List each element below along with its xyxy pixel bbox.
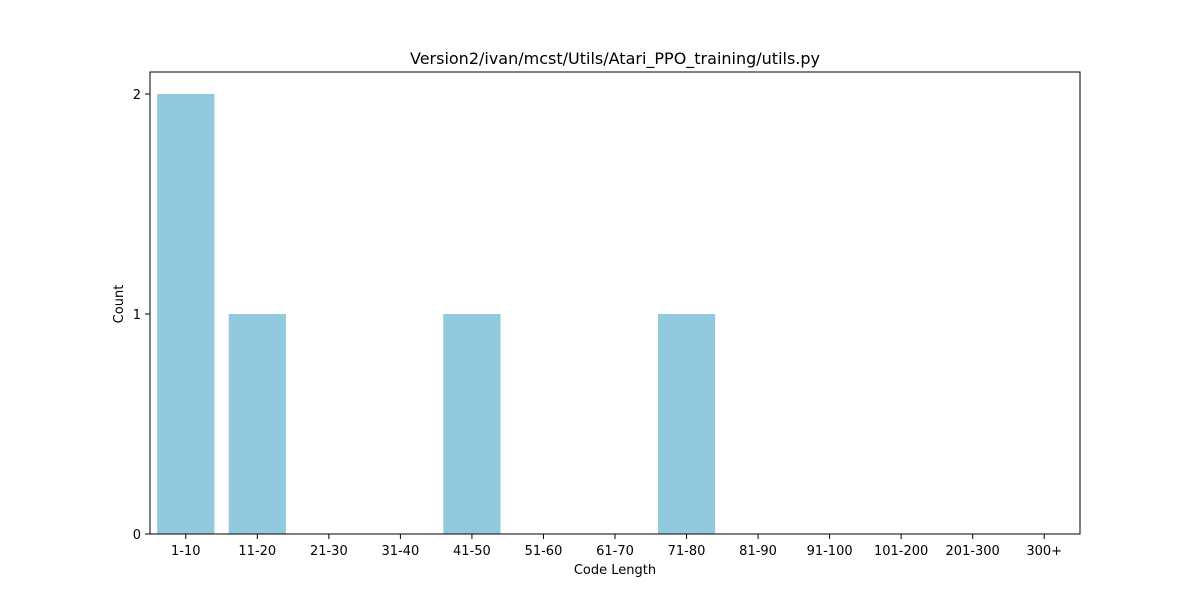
x-tick-label: 101-200 (874, 544, 928, 559)
x-tick-label: 51-60 (525, 544, 563, 559)
y-axis-ticks: 0 1 2 (133, 88, 150, 543)
x-tick-label: 201-300 (946, 544, 1000, 559)
x-tick-label: 21-30 (310, 544, 348, 559)
x-tick-label: 81-90 (739, 544, 777, 559)
x-axis-label: Code Length (574, 563, 656, 578)
bar-1-10 (157, 94, 214, 534)
x-tick-label: 91-100 (807, 544, 853, 559)
y-tick-label: 0 (133, 528, 141, 543)
x-tick-label: 71-80 (668, 544, 706, 559)
y-tick-label: 2 (133, 88, 141, 103)
bar-71-80 (658, 314, 715, 534)
x-tick-label: 31-40 (381, 544, 419, 559)
bar-11-20 (229, 314, 286, 534)
x-tick-label: 300+ (1026, 544, 1062, 559)
x-tick-label: 1-10 (171, 544, 201, 559)
x-tick-label: 11-20 (238, 544, 276, 559)
x-tick-label: 61-70 (596, 544, 634, 559)
y-tick-label: 1 (133, 308, 141, 323)
y-axis-label: Count (112, 285, 127, 324)
bar-41-50 (443, 314, 500, 534)
x-tick-label: 41-50 (453, 544, 491, 559)
chart-title: Version2/ivan/mcst/Utils/Atari_PPO_train… (410, 49, 820, 69)
x-axis-ticks: 1-10 11-20 21-30 31-40 41-50 51-60 61-70 71-80 8… (171, 534, 1062, 559)
plot-frame (150, 72, 1080, 534)
bars-group (157, 94, 715, 534)
